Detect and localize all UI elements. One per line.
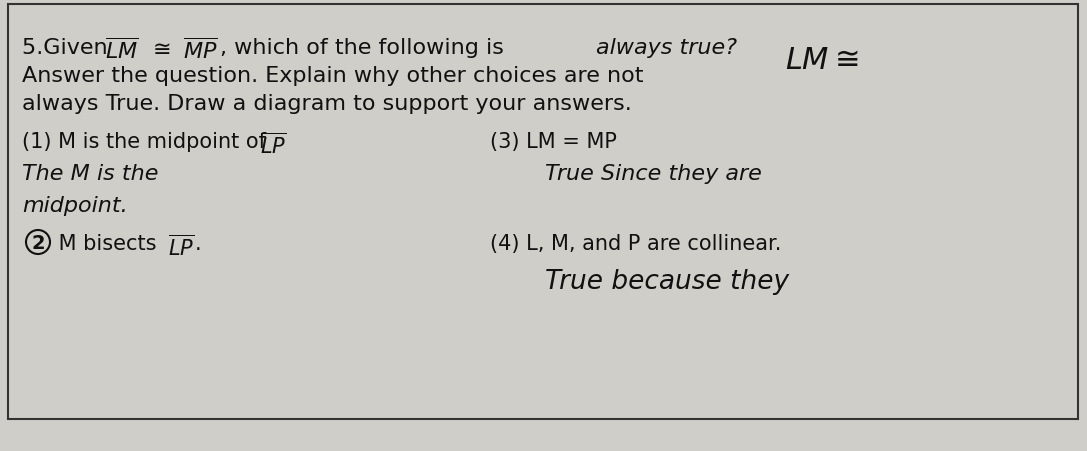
Text: midpoint.: midpoint. (22, 196, 128, 216)
Text: (4) L, M, and P are collinear.: (4) L, M, and P are collinear. (490, 234, 782, 253)
Text: True because they: True because they (545, 268, 789, 295)
Text: $\overline{LP}$: $\overline{LP}$ (260, 132, 286, 157)
Text: $\cong$: $\cong$ (148, 38, 171, 58)
Text: 2: 2 (32, 234, 45, 253)
Text: The M is the: The M is the (22, 164, 159, 184)
Text: , which of the following is: , which of the following is (220, 38, 511, 58)
Text: (3) LM = MP: (3) LM = MP (490, 132, 617, 152)
Text: always true?: always true? (596, 38, 737, 58)
Text: .: . (195, 234, 201, 253)
Text: $\overline{LP}$: $\overline{LP}$ (168, 234, 195, 259)
Text: (1) M is the midpoint of: (1) M is the midpoint of (22, 132, 273, 152)
Text: $\overline{LM}$: $\overline{LM}$ (105, 38, 139, 63)
Text: always True. Draw a diagram to support your answers.: always True. Draw a diagram to support y… (22, 94, 632, 114)
Text: $LM\cong$: $LM\cong$ (785, 46, 859, 75)
Text: True Since they are: True Since they are (545, 164, 762, 184)
Text: $\overline{MP}$: $\overline{MP}$ (183, 38, 217, 63)
Text: Answer the question. Explain why other choices are not: Answer the question. Explain why other c… (22, 66, 644, 86)
Text: 5.Given: 5.Given (22, 38, 115, 58)
Text: M bisects: M bisects (52, 234, 163, 253)
